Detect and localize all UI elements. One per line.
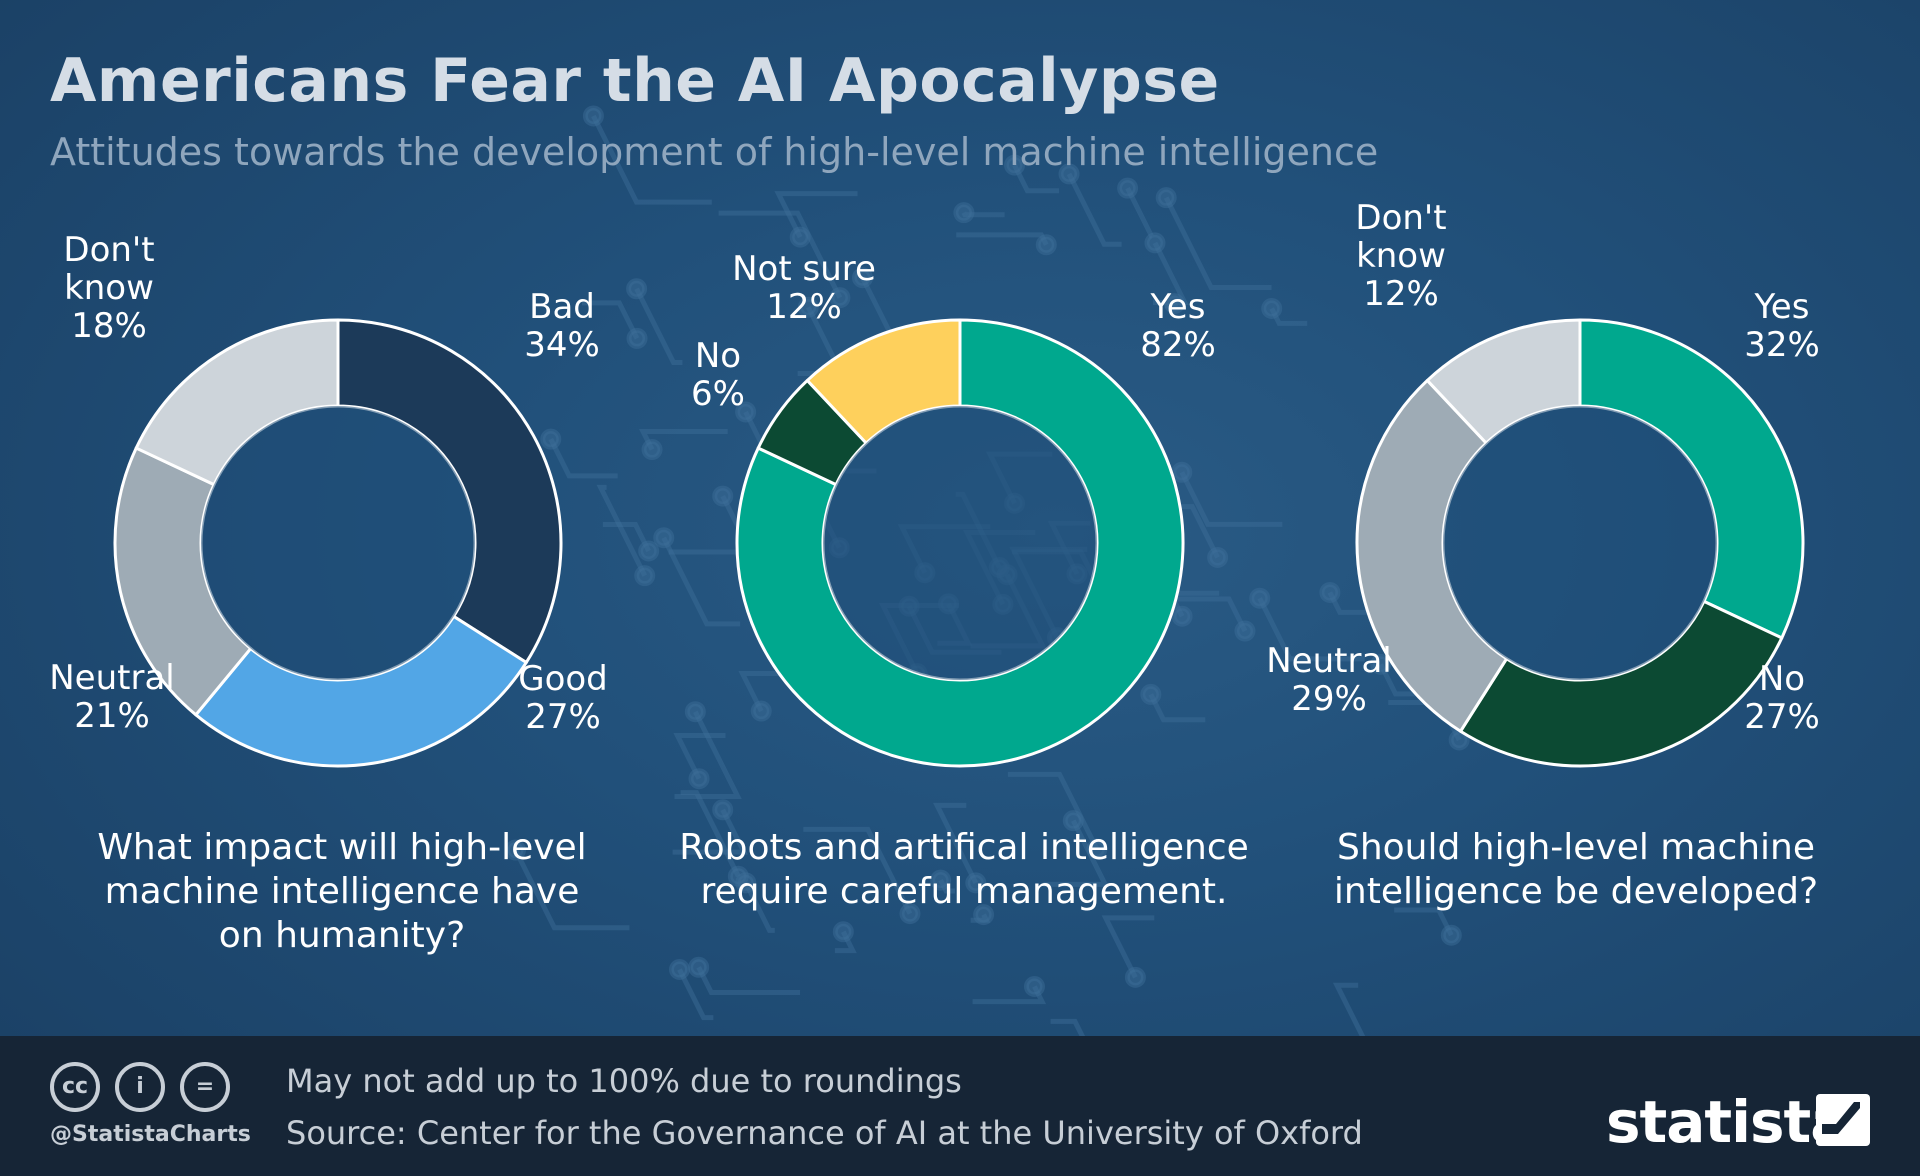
donut-chart-3 (1355, 318, 1805, 768)
slice-value: 29% (1291, 679, 1367, 719)
question-line: on humanity? (218, 915, 466, 956)
slice-value: 27% (525, 697, 601, 737)
person-icon: i (115, 1062, 165, 1112)
slice-value: 82% (1140, 325, 1216, 365)
slice-label-text: Not sure (732, 249, 876, 289)
footnote: May not add up to 100% due to roundings (286, 1062, 962, 1100)
equals-icon: = (180, 1062, 230, 1112)
slice-label: Don't know 18% (63, 231, 154, 345)
chart-title: Americans Fear the AI Apocalypse (50, 46, 1220, 116)
question-line: require careful management. (700, 871, 1228, 912)
question-line: Robots and artifical intelligence (679, 827, 1249, 868)
cc-icon: cc (50, 1062, 100, 1112)
question-line: intelligence be developed? (1333, 871, 1819, 912)
slice-value: 27% (1744, 697, 1820, 737)
slice-value: 32% (1744, 325, 1820, 365)
slice-label: Don't know 12% (1355, 199, 1446, 313)
chart-question: Robots and artifical intelligence require… (679, 826, 1249, 914)
source-text: Source: Center for the Governance of AI … (286, 1114, 1363, 1152)
donut-chart-2 (735, 318, 1185, 768)
slice-label: Good 27% (518, 660, 608, 736)
slice-value: 18% (71, 306, 147, 346)
slice-label: Not sure 12% (732, 250, 876, 326)
donut-hole (823, 406, 1097, 680)
slice-label-text: Don't (1355, 198, 1447, 238)
slice-value: 6% (691, 374, 745, 414)
chart-question: What impact will high-level machine intel… (97, 826, 586, 958)
slice-label: Neutral 21% (49, 659, 175, 735)
donut-chart-1 (113, 318, 563, 768)
slice-label: Yes 82% (1140, 288, 1216, 364)
slice-label: Bad 34% (524, 288, 600, 364)
slice-label: Yes 32% (1744, 288, 1820, 364)
brand-name: statista (1606, 1088, 1849, 1156)
slice-value: 12% (766, 287, 842, 327)
slice-value: 21% (74, 696, 150, 736)
slice-value: 12% (1363, 274, 1439, 314)
slice-label-text: No (1758, 659, 1806, 699)
slice-label: No 27% (1744, 660, 1820, 736)
chart-question: Should high-level machine intelligence be… (1334, 826, 1818, 914)
slice-label-text: know (1356, 236, 1446, 276)
chart-subtitle: Attitudes towards the development of hig… (50, 130, 1379, 174)
slice-label-text: Neutral (1266, 641, 1392, 681)
footer-bar (0, 1036, 1920, 1176)
question-line: Should high-level machine (1336, 827, 1816, 868)
slice-label-text: Good (518, 659, 608, 699)
slice-label-text: Yes (1150, 287, 1206, 327)
slice-value: 34% (524, 325, 600, 365)
slice-label-text: No (694, 336, 742, 376)
slice-label-text: Bad (529, 287, 595, 327)
slice-label-text: Yes (1754, 287, 1810, 327)
question-line: machine intelligence have (104, 871, 580, 912)
slice-label-text: Neutral (49, 658, 175, 698)
slice-label: No 6% (691, 337, 745, 413)
slice-label-text: know (64, 268, 154, 308)
question-line: What impact will high-level (97, 827, 587, 868)
slice-label: Neutral 29% (1266, 642, 1392, 718)
social-handle: @StatistaCharts (50, 1122, 251, 1147)
donut-hole (201, 406, 475, 680)
donut-hole (1443, 406, 1717, 680)
statista-logo-icon (1816, 1094, 1870, 1146)
slice-label-text: Don't (63, 230, 155, 270)
